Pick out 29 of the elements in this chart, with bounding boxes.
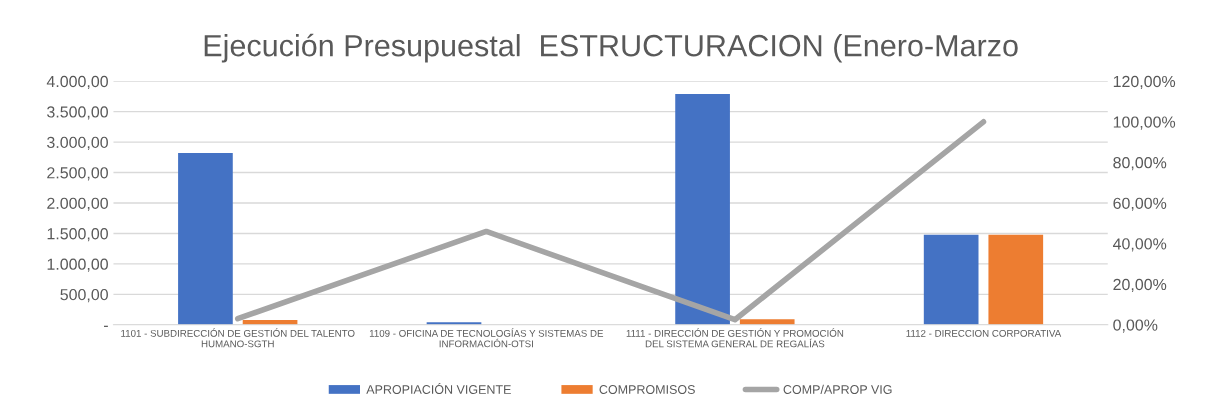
x-tick-label: 1101 - SUBDIRECCIÓN DE GESTIÓN DEL TALENTO HUMANO-SGTH bbox=[121, 328, 355, 348]
y-tick-label: 1.500,00 bbox=[47, 228, 108, 242]
x-tick-label: 1111 - DIRECCIÓN DE GESTIÓN Y PROMOCIÓN DEL SISTEMA GENERAL DE REGALÍAS bbox=[626, 328, 844, 348]
bar bbox=[739, 319, 795, 325]
y-tick-label: 1.000,00 bbox=[47, 258, 108, 272]
legend-label: APROPIACIÓN VIGENTE bbox=[366, 382, 511, 394]
bar bbox=[988, 234, 1044, 325]
bar bbox=[923, 234, 979, 325]
legend-label: COMP/APROP VIG bbox=[783, 384, 892, 394]
x-tick-label: 1112 - DIRECCION CORPORATIVA bbox=[906, 329, 1062, 337]
y-tick-label: 4.000,00 bbox=[46, 75, 108, 90]
bar bbox=[178, 153, 233, 325]
y2-tick-label: 0,00% bbox=[1113, 319, 1158, 333]
y-tick-label: 2.000,00 bbox=[47, 197, 108, 211]
y-tick-label: 2.500,00 bbox=[47, 167, 108, 181]
y-tick-label: - bbox=[103, 325, 108, 327]
y-tick-label: 500,00 bbox=[60, 288, 108, 303]
x-tick-label: 1109 - OFICINA DE TECNOLOGÍAS Y SISTEMAS DE INFORMACIÓN-OTSI bbox=[369, 328, 604, 348]
y2-tick-label: 120,00% bbox=[1113, 75, 1176, 90]
y2-tick-label: 20,00% bbox=[1113, 278, 1167, 293]
y-tick-label: 3.000,00 bbox=[47, 136, 108, 150]
bar bbox=[675, 93, 730, 325]
y-tick-label: 3.500,00 bbox=[47, 106, 108, 120]
chart-title: Ejecución Presupuestal ESTRUCTURACION (Enero-Marzo bbox=[204, 33, 1018, 63]
y2-tick-label: 80,00% bbox=[1113, 157, 1167, 171]
y2-tick-label: 40,00% bbox=[1112, 238, 1167, 252]
legend-label: COMPROMISOS bbox=[599, 385, 695, 394]
y2-tick-label: 60,00% bbox=[1113, 197, 1167, 211]
y2-tick-label: 100,00% bbox=[1113, 116, 1176, 130]
